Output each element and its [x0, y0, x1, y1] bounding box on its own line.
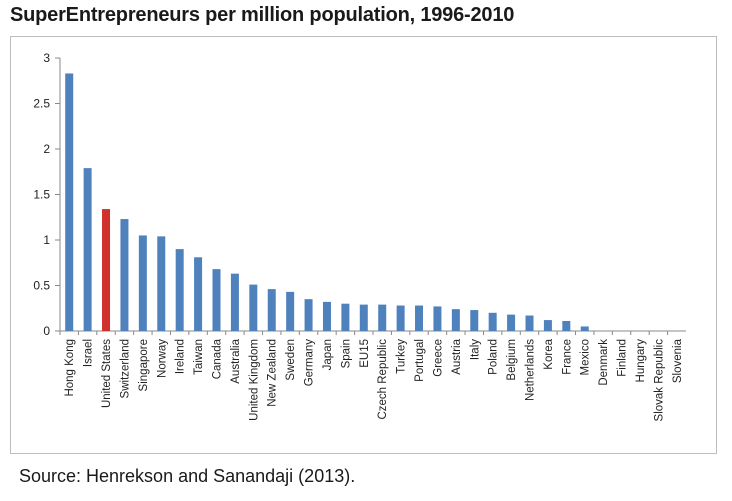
category-label: Israel — [83, 339, 95, 367]
source-note: Source: Henrekson and Sanandaji (2013). — [19, 466, 356, 486]
category-label: Italy — [469, 339, 481, 360]
bar-taiwan — [194, 257, 203, 331]
bar-japan — [322, 301, 331, 331]
category-label: United Kingdom — [248, 339, 260, 421]
bar-singapore — [138, 235, 147, 331]
bar-netherlands — [525, 315, 534, 331]
category-label: Poland — [488, 339, 500, 375]
category-label: Norway — [156, 339, 168, 378]
bar-ireland — [175, 249, 184, 331]
category-label: France — [561, 339, 573, 375]
bar-czech-republic — [378, 304, 387, 331]
bar-korea — [543, 320, 552, 331]
bar-eu15 — [359, 304, 368, 331]
category-label: Greece — [432, 339, 444, 377]
bar-france — [562, 320, 571, 331]
category-label: Hungary — [635, 339, 647, 383]
bar-austria — [451, 309, 460, 331]
y-tick-label: 1.5 — [33, 188, 50, 202]
category-label: Ireland — [175, 339, 187, 374]
category-label: Portugal — [414, 339, 426, 382]
bar-new-zealand — [267, 289, 276, 331]
bar-australia — [230, 273, 239, 331]
bar-united-kingdom — [249, 284, 258, 331]
bar-united-states — [102, 209, 111, 331]
category-labels: Hong Kong Israel United States Switzerland S… — [64, 338, 684, 421]
bar-italy — [470, 310, 479, 331]
bar-belgium — [507, 314, 516, 331]
category-label: Slovenia — [672, 338, 684, 383]
category-label: Spain — [340, 339, 352, 368]
category-label: Korea — [543, 338, 555, 369]
bar-israel — [83, 168, 92, 331]
bar-germany — [304, 299, 313, 331]
category-label: Canada — [212, 338, 224, 379]
category-label: Switzerland — [119, 339, 131, 398]
bar-sweden — [286, 291, 295, 331]
category-label: Germany — [304, 339, 316, 387]
category-label: Denmark — [598, 339, 610, 386]
category-label: Taiwan — [193, 339, 205, 375]
category-label: Austria — [451, 338, 463, 374]
y-tick-label: 0 — [43, 324, 50, 338]
category-label: Czech Republic — [377, 339, 389, 420]
category-label: Turkey — [396, 339, 408, 374]
chart-title: SuperEntrepreneurs per million populatio… — [10, 4, 515, 26]
y-tick-label: 3 — [43, 51, 50, 65]
y-tick-label: 1 — [43, 233, 50, 247]
bar-mexico — [580, 326, 589, 331]
category-label: United States — [101, 339, 113, 408]
category-label: Belgium — [506, 339, 518, 381]
bar-norway — [157, 236, 166, 331]
bar-switzerland — [120, 219, 129, 331]
category-label: New Zealand — [267, 339, 279, 407]
category-label: Slovak Republic — [653, 339, 665, 422]
bar-poland — [488, 312, 497, 331]
bars — [65, 73, 589, 331]
bar-turkey — [396, 305, 405, 331]
bar-greece — [433, 306, 442, 331]
category-label: Australia — [230, 338, 242, 383]
category-label: Mexico — [580, 339, 592, 375]
category-label: Finland — [617, 339, 629, 377]
y-tick-label: 0.5 — [33, 279, 50, 293]
bar-portugal — [415, 305, 424, 331]
category-label: Hong Kong — [64, 339, 76, 397]
bar-canada — [212, 269, 221, 331]
chart-frame — [10, 36, 717, 454]
category-label: Sweden — [285, 339, 297, 381]
category-label: Japan — [322, 339, 334, 370]
bar-hong-kong — [65, 73, 74, 331]
bar-chart: 0 0.5 1 1.5 2 2.5 3 Hong Kong Israel United Stat… — [33, 51, 686, 421]
category-label: Netherlands — [525, 339, 537, 401]
bar-spain — [341, 303, 350, 331]
y-axis: 0 0.5 1 1.5 2 2.5 3 — [33, 51, 686, 338]
category-label: Singapore — [138, 339, 150, 391]
y-tick-label: 2.5 — [33, 97, 50, 111]
y-tick-label: 2 — [43, 142, 50, 156]
category-label: EU15 — [359, 339, 371, 368]
